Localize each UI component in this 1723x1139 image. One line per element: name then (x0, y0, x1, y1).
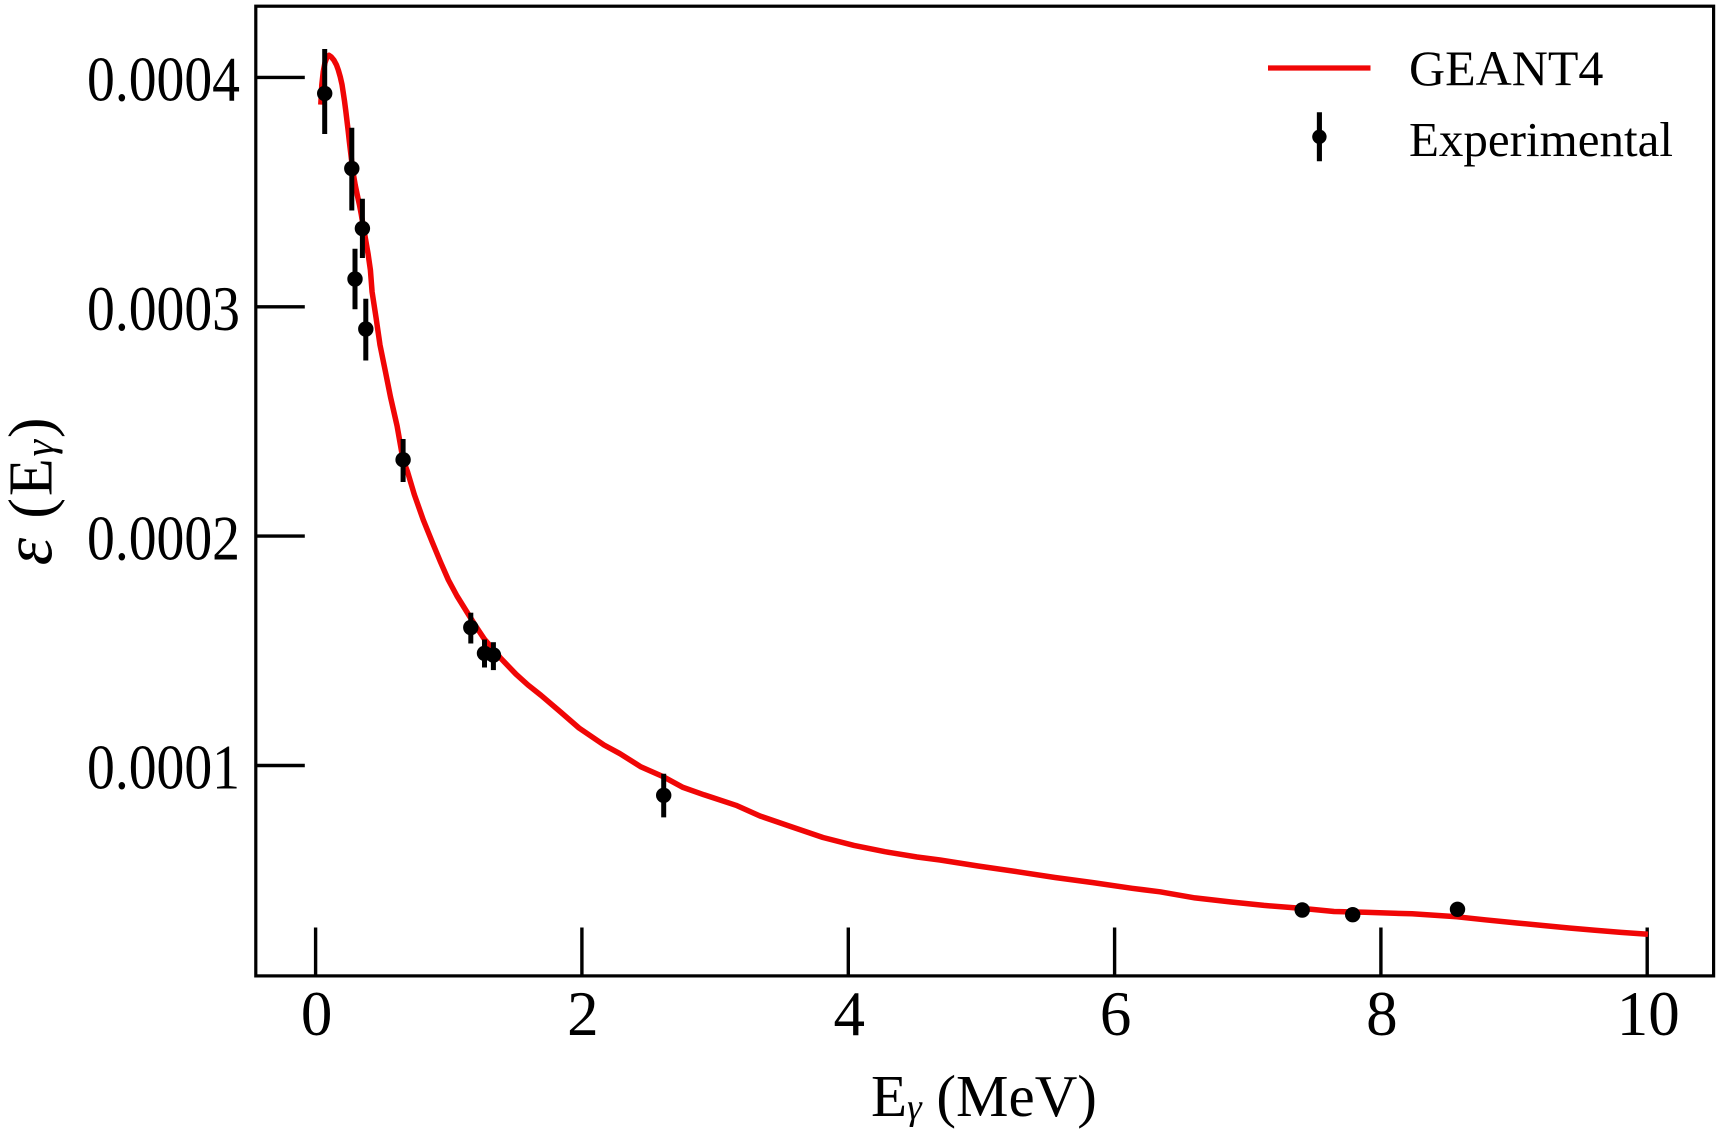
svg-text:0.0002: 0.0002 (87, 503, 240, 573)
svg-text:0.0004: 0.0004 (87, 45, 240, 115)
svg-text:Eγ (MeV): Eγ (MeV) (871, 1063, 1097, 1129)
svg-text:GEANT4: GEANT4 (1409, 40, 1603, 96)
svg-text:0: 0 (301, 979, 333, 1049)
svg-text:ε (Eγ): ε (Eγ) (0, 416, 68, 566)
svg-text:Experimental: Experimental (1409, 112, 1673, 167)
svg-text:0.0001: 0.0001 (87, 733, 240, 803)
svg-text:4: 4 (834, 979, 866, 1049)
svg-text:0.0003: 0.0003 (87, 274, 240, 344)
svg-text:8: 8 (1366, 979, 1398, 1049)
svg-text:10: 10 (1617, 979, 1680, 1049)
svg-text:6: 6 (1100, 979, 1132, 1049)
svg-text:2: 2 (567, 979, 599, 1049)
